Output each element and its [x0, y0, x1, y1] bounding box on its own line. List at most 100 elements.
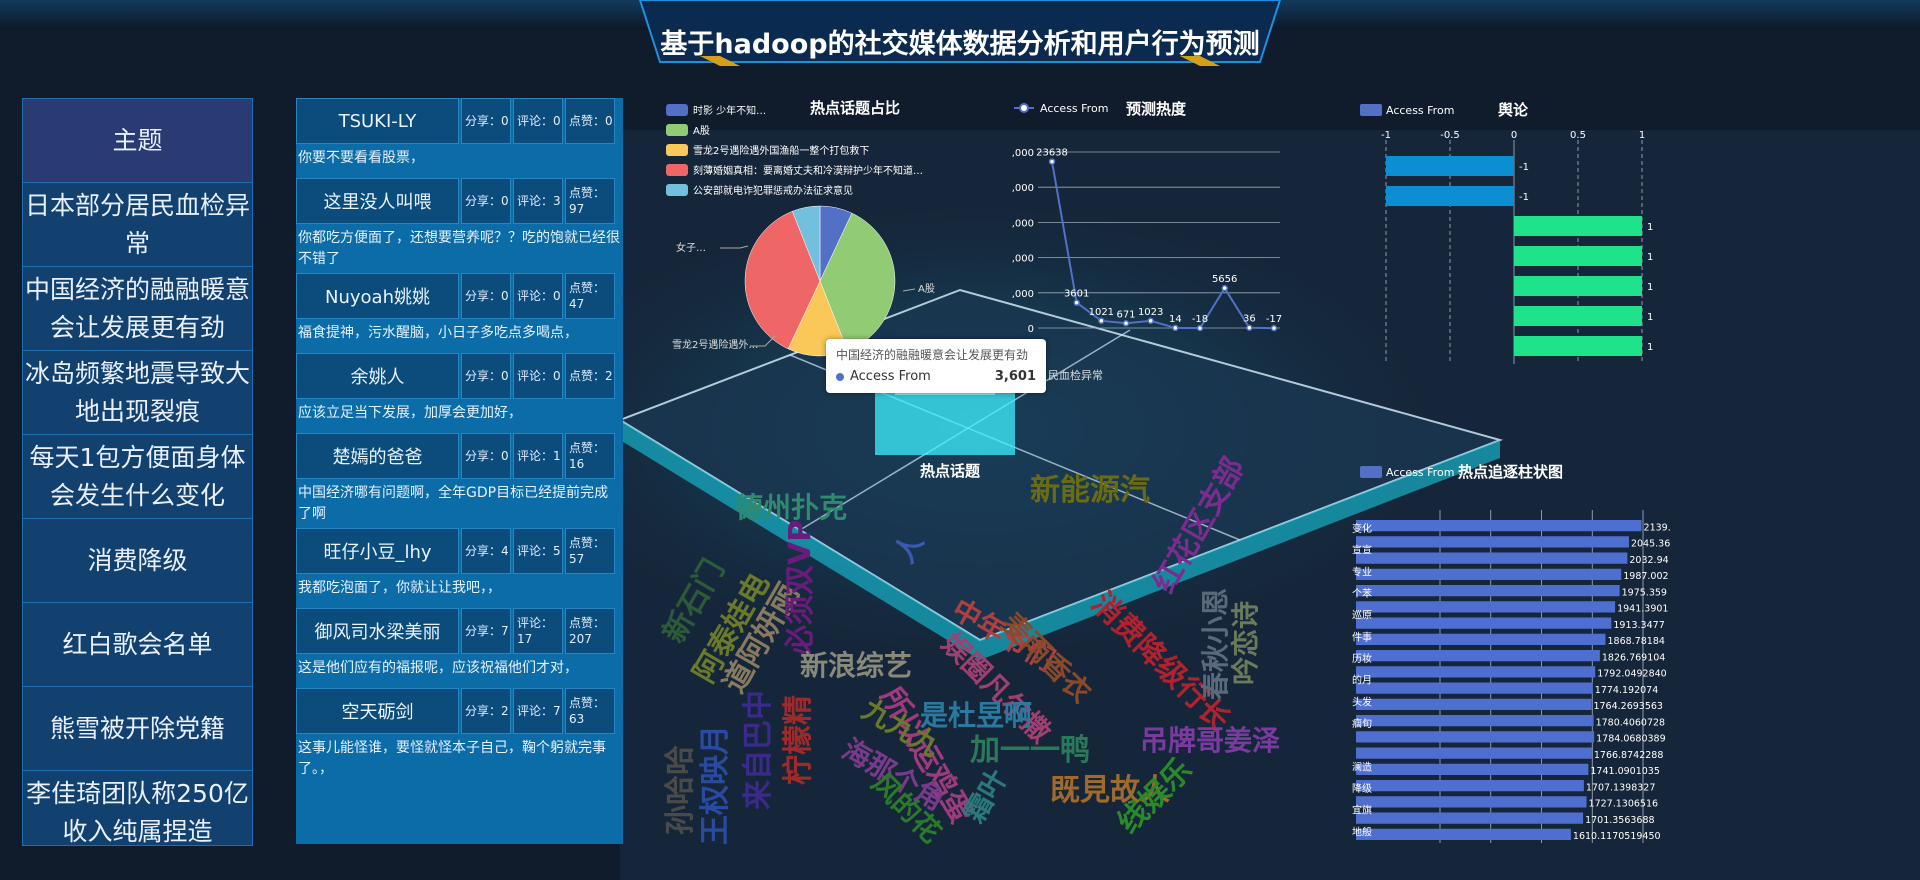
cloud-word: 新浪综艺 — [800, 649, 912, 682]
pie-slice[interactable] — [792, 205, 821, 282]
share-count: 分享：0 — [461, 178, 511, 224]
sentiment-bar[interactable] — [1514, 216, 1642, 236]
post-username[interactable]: 旺仔小豆_lhy — [296, 528, 459, 574]
line-point[interactable] — [1172, 324, 1179, 332]
hbar-bar[interactable] — [1356, 666, 1596, 678]
hbar-bar-label: 1766.8742288 — [1594, 750, 1664, 761]
line-point[interactable] — [1122, 320, 1130, 327]
pie-label-right: A股 — [918, 283, 935, 295]
hbar-category-label: 宜旗 — [1352, 804, 1372, 817]
cloud-word: 来自巴中 — [741, 690, 776, 810]
post-text: 我都吃泡面了，你就让让我吧，， — [298, 580, 501, 596]
topic-item[interactable]: 中国经济的融融暖意会让发展更有劲 — [23, 267, 252, 351]
sentiment-bar[interactable] — [1386, 156, 1514, 176]
hbar-category-label: 个苯 — [1352, 587, 1372, 600]
comment-count: 评论：0 — [513, 353, 563, 399]
topic-item[interactable]: 冰岛频繁地震导致大地出现裂痕 — [23, 351, 252, 435]
hbar-bar[interactable] — [1356, 747, 1592, 759]
sentiment-bar-label: 1 — [1647, 282, 1653, 293]
cloud-word: 吊牌哥姜泽 — [1140, 724, 1280, 757]
hbar-bar[interactable] — [1356, 682, 1593, 694]
hbar-bar[interactable] — [1356, 731, 1595, 743]
line-point-label: 5656 — [1212, 274, 1237, 285]
sentiment-bar[interactable] — [1514, 276, 1642, 296]
post-username[interactable]: 楚嫣的爸爸 — [296, 433, 459, 479]
pie-slice[interactable] — [744, 210, 821, 350]
post-item: Nuyoah姚姚 分享：0 评论：0 点赞：47 福食提神，污水醒脑，小日子多吃点多喝… — [296, 273, 623, 353]
hbar-bar[interactable] — [1356, 552, 1628, 564]
share-count: 分享：0 — [461, 98, 511, 144]
comment-count: 评论：3 — [513, 178, 563, 224]
hbar-bar[interactable] — [1356, 617, 1612, 629]
hbar-bar[interactable] — [1356, 698, 1592, 710]
hbar-bar[interactable] — [1356, 568, 1622, 580]
topic-item[interactable]: 李佳琦团队称250亿收入纯属捏造 — [23, 771, 252, 845]
line-point[interactable] — [1147, 317, 1154, 325]
share-count: 分享：4 — [461, 528, 511, 574]
like-count: 点赞：97 — [565, 178, 615, 224]
like-count: 点赞：57 — [565, 528, 615, 574]
post-username[interactable]: TSUKI-LY — [296, 98, 459, 144]
hbar-bar[interactable] — [1356, 763, 1589, 775]
sentiment-x-tick: 1 — [1639, 130, 1645, 141]
hbar-bar[interactable] — [1356, 828, 1571, 840]
post-username[interactable]: 余姚人 — [296, 353, 459, 399]
sentiment-title: 舆论 — [1498, 101, 1529, 119]
post-item: 空天砺剑 分享：2 评论：7 点赞：63 这事儿能怪谁，要怪就怪本子自己，鞠个躬就完事… — [296, 688, 623, 783]
hbar-bar-label: 1774.192074 — [1595, 685, 1658, 696]
post-item: 旺仔小豆_lhy 分享：4 评论：5 点赞：57 我都吃泡面了，你就让让我吧，， — [296, 528, 623, 608]
line-point[interactable] — [1098, 317, 1105, 325]
hbar-bar[interactable] — [1356, 715, 1594, 727]
line-point[interactable] — [1221, 284, 1228, 292]
sentiment-bar[interactable] — [1514, 246, 1642, 266]
post-username[interactable]: 这里没人叫喂 — [296, 178, 459, 224]
hbar-bar[interactable] — [1356, 650, 1600, 662]
pie-title: 热点话题占比 — [810, 99, 900, 117]
line-point-label: 1023 — [1138, 307, 1163, 318]
topic-item[interactable]: 消费降级 — [23, 519, 252, 603]
comment-count: 评论：5 — [513, 528, 563, 574]
hbar-bar-label: 2032.94 — [1629, 555, 1668, 566]
topic-item[interactable]: 熊雪被开除党籍 — [23, 687, 252, 771]
pie-legend-icon — [666, 104, 688, 116]
line-y-tick: ,000 — [1012, 218, 1034, 229]
pie-legend-icon — [666, 184, 688, 196]
post-username[interactable]: 御风司水梁美丽 — [296, 608, 459, 654]
hbar-bar[interactable] — [1356, 520, 1642, 532]
hbar-bar[interactable] — [1356, 585, 1620, 597]
topic-item[interactable]: 每天1包方便面身体会发生什么变化 — [23, 435, 252, 519]
line-point[interactable] — [1048, 158, 1056, 165]
wordcloud-title: 热点话题 — [920, 462, 981, 480]
sentiment-bar[interactable] — [1514, 306, 1642, 326]
line-point[interactable] — [1270, 324, 1278, 332]
hbar-bar[interactable] — [1356, 601, 1616, 613]
line-point[interactable] — [1196, 324, 1204, 332]
line-point[interactable] — [1246, 324, 1253, 331]
sentiment-bar[interactable] — [1514, 336, 1642, 356]
hbar-bar[interactable] — [1356, 796, 1587, 808]
hbar-category-label: 的月 — [1352, 674, 1372, 687]
hbar-bar[interactable] — [1356, 812, 1584, 824]
tooltip-series-dot — [836, 372, 844, 381]
cloud-word: 加一一鸭 — [970, 733, 1090, 768]
hbar-bar-label: 1826.769104 — [1602, 652, 1665, 663]
sentiment-bar[interactable] — [1386, 186, 1514, 206]
sentiment-legend-label: Access From — [1386, 104, 1454, 117]
hbar-bar-label: 1784.0680389 — [1596, 734, 1666, 745]
hbar-bar[interactable] — [1356, 536, 1629, 548]
line-point-label: 36 — [1243, 314, 1256, 325]
like-count: 点赞：16 — [565, 433, 615, 479]
hbar-bar[interactable] — [1356, 633, 1606, 645]
post-username[interactable]: 空天砺剑 — [296, 688, 459, 734]
hbar-bar[interactable] — [1356, 780, 1584, 792]
post-username[interactable]: Nuyoah姚姚 — [296, 273, 459, 319]
sentiment-x-tick: 0.5 — [1570, 130, 1586, 141]
sentiment-x-tick: -0.5 — [1440, 130, 1460, 141]
share-count: 分享：0 — [461, 273, 511, 319]
hbar-category-label: 件事 — [1352, 630, 1372, 643]
line-point[interactable] — [1073, 299, 1080, 306]
sentiment-bar-label: 1 — [1647, 252, 1653, 263]
hbar-category-label: 专业 — [1352, 565, 1372, 578]
topic-item[interactable]: 红白歌会名单 — [23, 603, 252, 687]
topic-item[interactable]: 日本部分居民血检异常 — [23, 183, 252, 267]
